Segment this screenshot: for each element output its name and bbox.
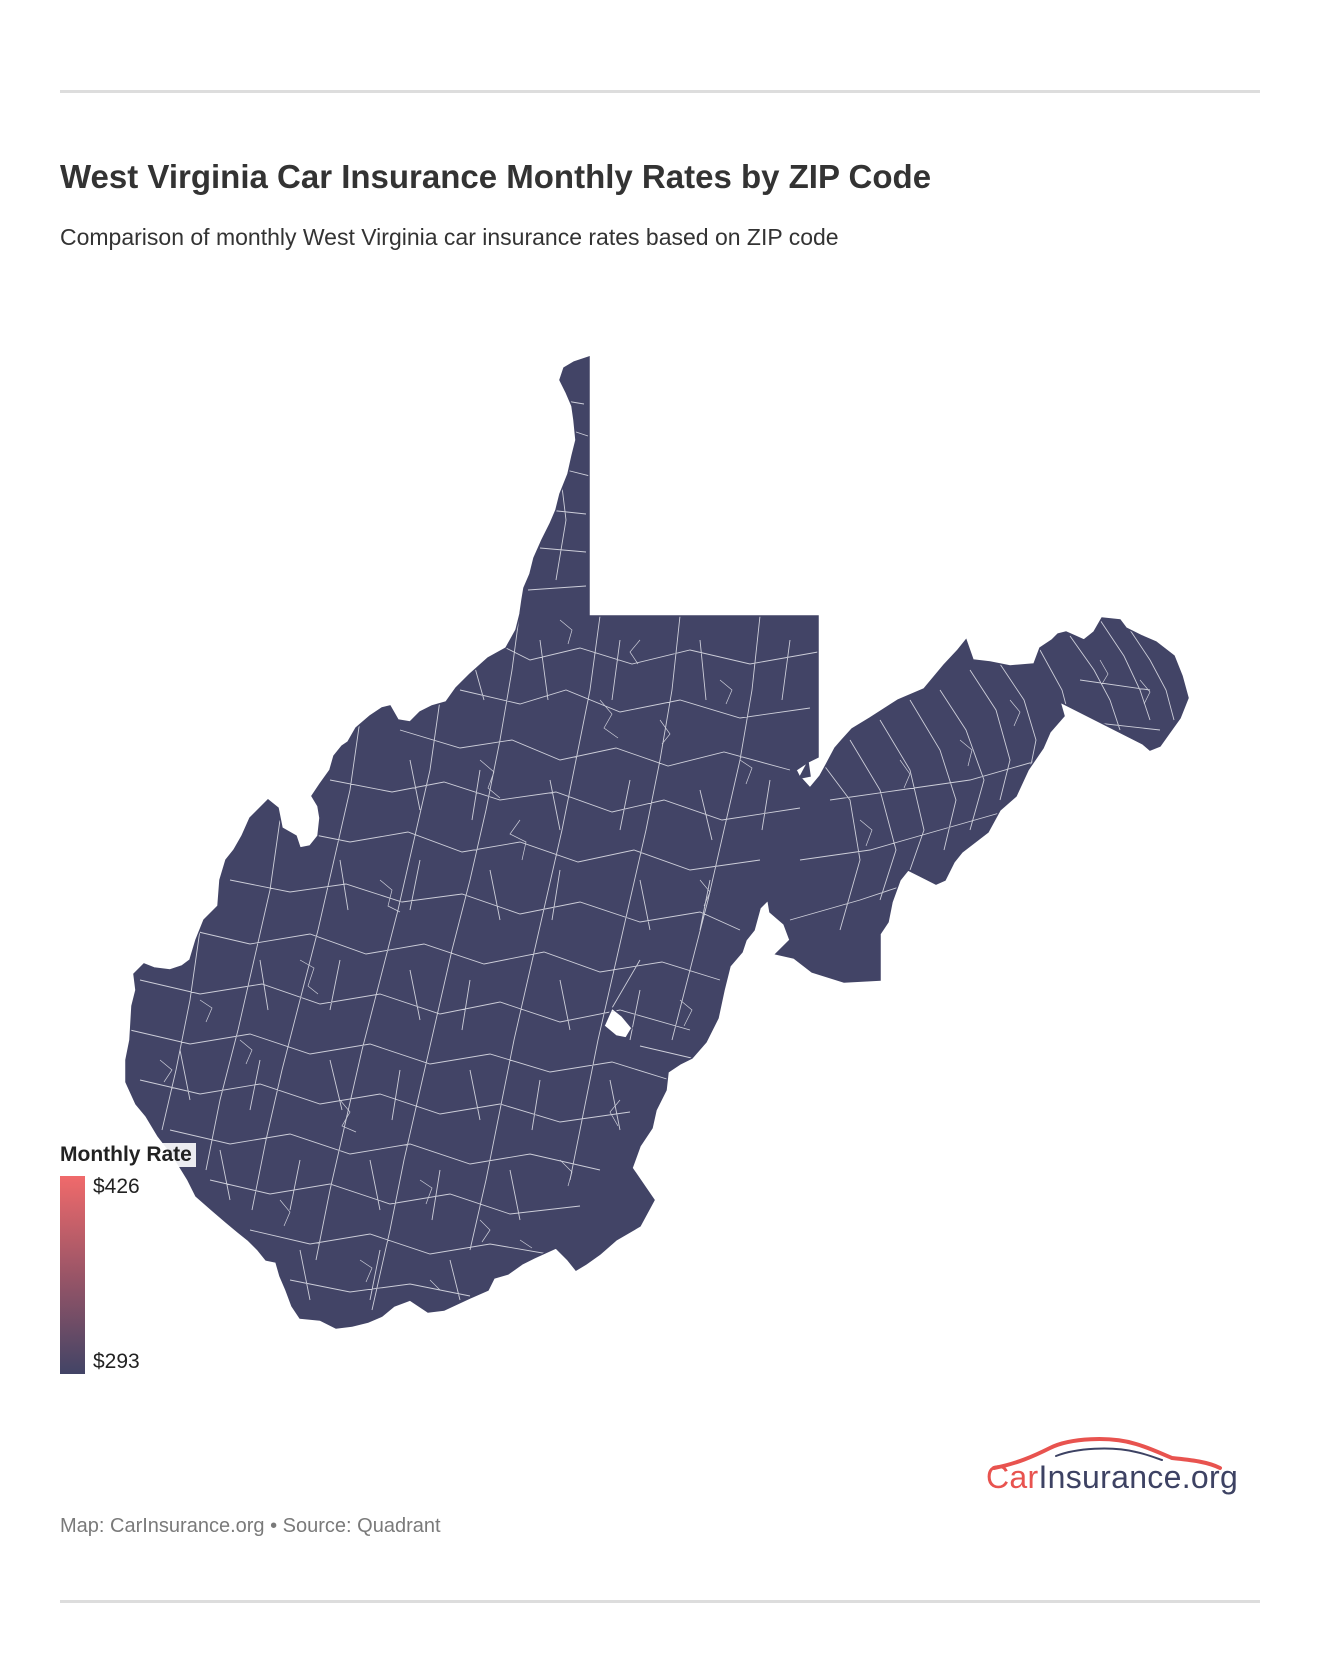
top-divider <box>60 90 1260 93</box>
zip-boundary-lines <box>129 379 1175 1311</box>
car-silhouette-icon <box>992 1437 1222 1470</box>
source-credit: Map: CarInsurance.org • Source: Quadrant <box>60 1515 441 1537</box>
brand-logo-part1: Car <box>986 1459 1039 1495</box>
zip-boundary-detail <box>159 619 1151 1291</box>
chart-subtitle: Comparison of monthly West Virginia car … <box>60 224 839 250</box>
legend-max-label: $426 <box>93 1175 140 1199</box>
state-fill <box>126 357 1188 1328</box>
brand-logo: CarInsurance.org <box>986 1459 1238 1496</box>
zip-boundaries <box>129 379 1175 1311</box>
bottom-divider <box>60 1600 1260 1603</box>
brand-logo-part2: Insurance.org <box>1038 1459 1239 1495</box>
chart-title: West Virginia Car Insurance Monthly Rate… <box>60 158 932 195</box>
legend-min-label: $293 <box>93 1350 140 1373</box>
legend-title: Monthly Rate <box>60 1143 196 1167</box>
legend-color-scale <box>60 1176 85 1374</box>
